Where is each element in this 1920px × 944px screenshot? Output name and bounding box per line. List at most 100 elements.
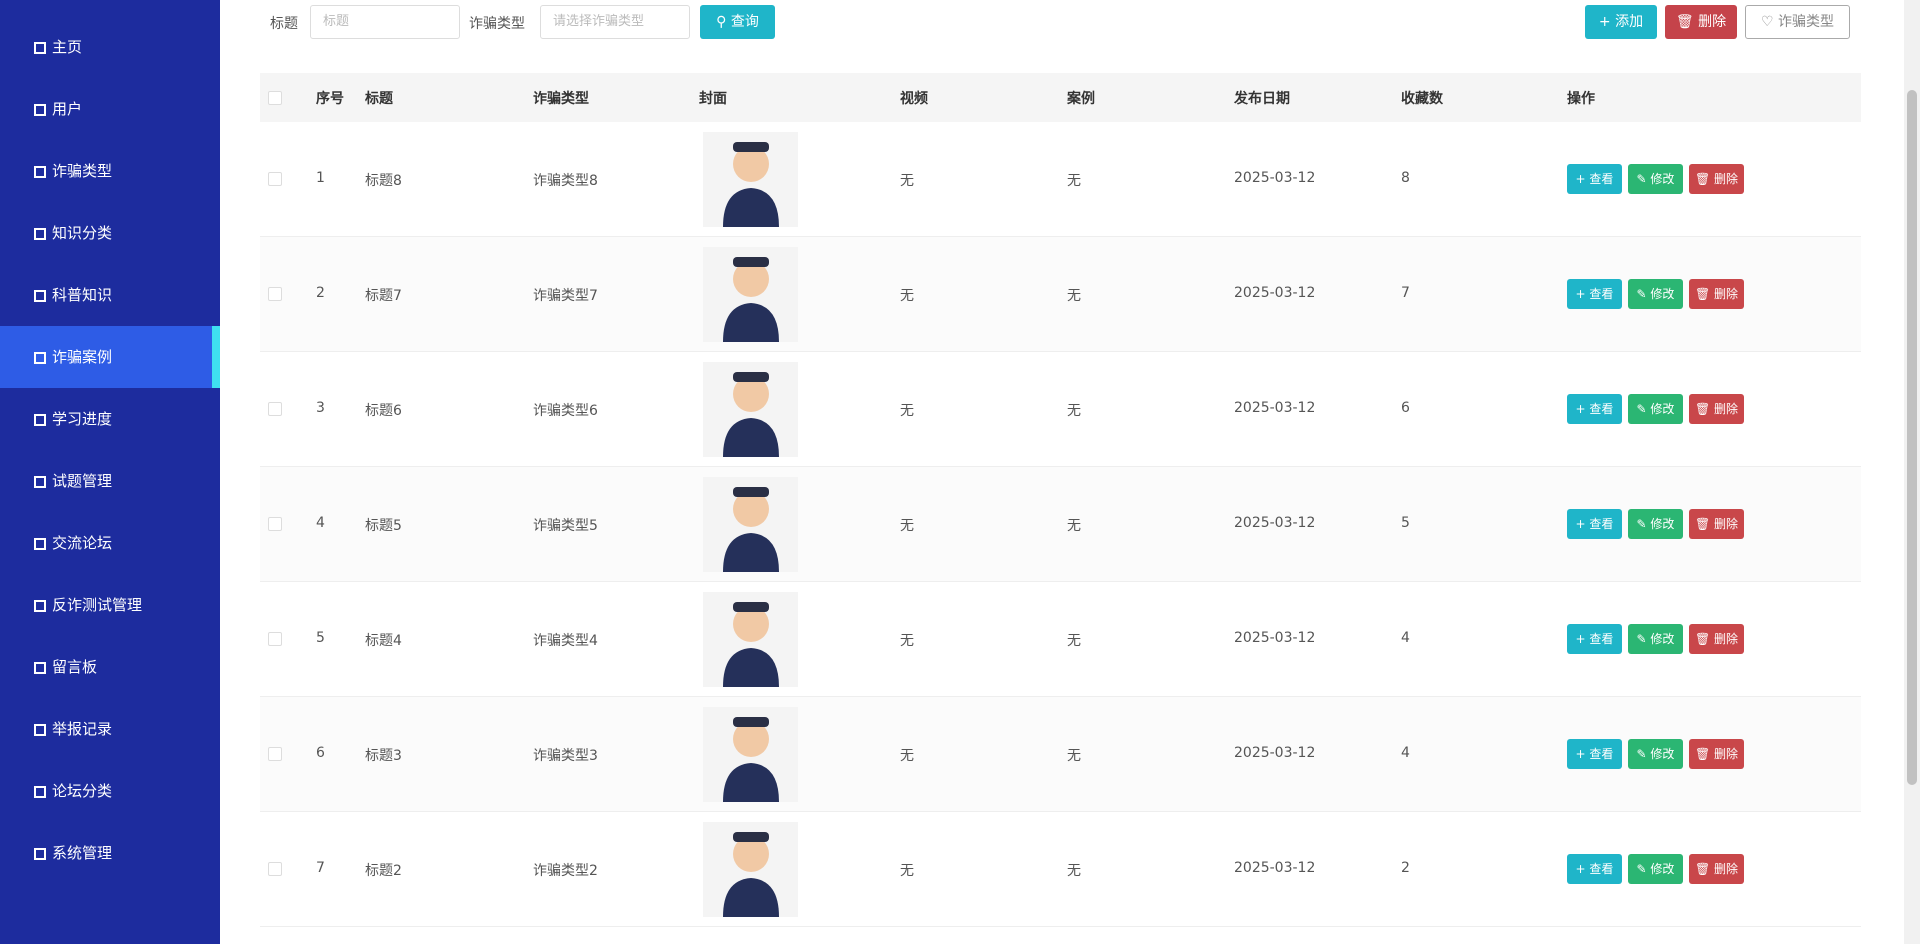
cover-image	[703, 362, 798, 457]
cover-image	[703, 822, 798, 917]
table-cell: 2	[316, 285, 325, 301]
table-cell: 标题5	[365, 518, 402, 534]
menu-icon	[34, 414, 46, 426]
action-button[interactable]: 🗑 删除	[1689, 509, 1744, 539]
row-checkbox[interactable]	[268, 517, 282, 531]
column-header: 发布日期	[1234, 91, 1290, 107]
menu-item[interactable]: 系统管理	[0, 822, 220, 884]
title-input[interactable]: 标题	[310, 5, 460, 39]
table-cell: 诈骗类型8	[533, 173, 598, 189]
table-cell: 5	[316, 630, 325, 646]
cover-art	[703, 132, 798, 227]
action-button[interactable]: + 查看	[1567, 739, 1622, 769]
menu-item[interactable]: 用户	[0, 78, 220, 140]
menu-item[interactable]: 试题管理	[0, 450, 220, 512]
menu-label: 诈骗案例	[52, 348, 113, 366]
row-checkbox[interactable]	[268, 747, 282, 761]
menu-label: 诈骗类型	[52, 162, 113, 180]
action-button[interactable]: + 查看	[1567, 624, 1622, 654]
table-cell: 2025-03-12	[1234, 170, 1316, 186]
action-button[interactable]: + 查看	[1567, 509, 1622, 539]
cover-image	[703, 707, 798, 802]
delete-button[interactable]: 🗑 删除	[1665, 5, 1737, 39]
action-label: 删除	[1714, 862, 1739, 876]
menu-item[interactable]: 交流论坛	[0, 512, 220, 574]
menu-item[interactable]: 主页	[0, 16, 220, 78]
menu-label: 知识分类	[52, 224, 113, 242]
column-header: 封面	[699, 91, 727, 107]
menu-item[interactable]: 知识分类	[0, 202, 220, 264]
row-checkbox[interactable]	[268, 632, 282, 646]
action-button[interactable]: 🗑 删除	[1689, 279, 1744, 309]
action-button[interactable]: 🗑 删除	[1689, 854, 1744, 884]
row-checkbox[interactable]	[268, 172, 282, 186]
table-cell: 无	[1067, 288, 1081, 304]
table-cell: 无	[900, 173, 914, 189]
cover-art	[703, 707, 798, 802]
menu-icon	[34, 662, 46, 674]
action-button[interactable]: ✎ 修改	[1628, 509, 1683, 539]
table-cell: 2025-03-12	[1234, 860, 1316, 876]
row-checkbox[interactable]	[268, 402, 282, 416]
table-cell: 6	[316, 745, 325, 761]
action-label: 修改	[1650, 172, 1675, 186]
menu-icon	[34, 352, 46, 364]
action-button[interactable]: 🗑 删除	[1689, 624, 1744, 654]
menu-item[interactable]: 论坛分类	[0, 760, 220, 822]
table-cell: 标题4	[365, 633, 402, 649]
table-cell: 诈骗类型5	[533, 518, 598, 534]
table-cell: 标题2	[365, 863, 402, 879]
menu-item[interactable]: 反诈测试管理	[0, 574, 220, 636]
menu-icon	[34, 166, 46, 178]
action-button[interactable]: 🗑 删除	[1689, 739, 1744, 769]
action-button[interactable]: + 查看	[1567, 394, 1622, 424]
action-button[interactable]: ✎ 修改	[1628, 279, 1683, 309]
cover-art	[703, 477, 798, 572]
cover-art	[703, 362, 798, 457]
table-cell: 4	[1401, 745, 1410, 761]
add-button[interactable]: + 添加	[1585, 5, 1657, 39]
row-checkbox[interactable]	[268, 862, 282, 876]
menu-item[interactable]: 留言板	[0, 636, 220, 698]
menu-item[interactable]: 科普知识	[0, 264, 220, 326]
action-button[interactable]: ✎ 修改	[1628, 624, 1683, 654]
action-button[interactable]: ✎ 修改	[1628, 164, 1683, 194]
table-cell: 标题6	[365, 403, 402, 419]
row-checkbox[interactable]	[268, 287, 282, 301]
action-button[interactable]: ✎ 修改	[1628, 854, 1683, 884]
menu-item[interactable]: 诈骗类型	[0, 140, 220, 202]
action-label: 查看	[1589, 747, 1614, 761]
menu-label: 举报记录	[52, 720, 113, 738]
action-label: 删除	[1714, 747, 1739, 761]
type-button[interactable]: ♡ 诈骗类型	[1745, 5, 1850, 39]
action-label: 查看	[1589, 287, 1614, 301]
type-select[interactable]: 请选择诈骗类型	[540, 5, 690, 39]
action-label: 修改	[1650, 632, 1675, 646]
table-cell: 无	[900, 748, 914, 764]
sidebar: 主页 用户诈骗类型知识分类科普知识诈骗案例学习进度试题管理 交流论坛反诈测试管理留言…	[0, 0, 220, 944]
header-checkbox[interactable]	[268, 91, 282, 105]
menu-item[interactable]: 举报记录	[0, 698, 220, 760]
column-header: 诈骗类型	[533, 91, 589, 107]
menu-label: 学习进度	[52, 410, 113, 428]
menu-label: 反诈测试管理	[52, 596, 143, 614]
table-cell: 2025-03-12	[1234, 400, 1316, 416]
action-label: 删除	[1714, 172, 1739, 186]
table-cell: 2025-03-12	[1234, 285, 1316, 301]
action-button[interactable]: + 查看	[1567, 854, 1622, 884]
action-button[interactable]: ✎ 修改	[1628, 739, 1683, 769]
table-cell: 无	[900, 518, 914, 534]
action-button[interactable]: ✎ 修改	[1628, 394, 1683, 424]
search-button[interactable]: ⚲ 查询	[700, 5, 775, 39]
action-button[interactable]: + 查看	[1567, 164, 1622, 194]
menu-item[interactable]: 诈骗案例	[0, 326, 220, 388]
table-cell: 无	[900, 633, 914, 649]
table-cell: 诈骗类型7	[533, 288, 598, 304]
menu-item[interactable]: 学习进度	[0, 388, 220, 450]
table-cell: 诈骗类型4	[533, 633, 598, 649]
action-button[interactable]: + 查看	[1567, 279, 1622, 309]
delete-text: 删除	[1698, 14, 1727, 30]
action-button[interactable]: 🗑 删除	[1689, 394, 1744, 424]
action-button[interactable]: 🗑 删除	[1689, 164, 1744, 194]
